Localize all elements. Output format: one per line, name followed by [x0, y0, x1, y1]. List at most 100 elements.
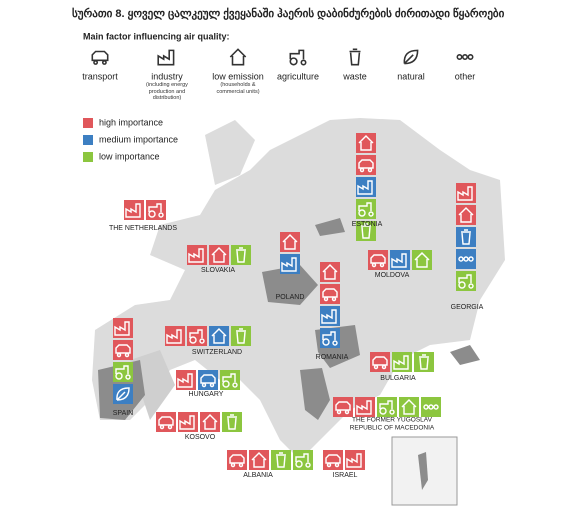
icon [403, 49, 419, 65]
icon-stroke [357, 180, 373, 195]
icon [322, 331, 338, 346]
balkans-shape [300, 368, 330, 420]
israel-shape [418, 452, 428, 490]
icon [457, 186, 473, 201]
icon [393, 355, 409, 370]
title: სურათი 8. ყოველ ცალკეულ ქვეყანაში ჰაერის… [72, 7, 505, 20]
icon-stroke [295, 460, 303, 468]
icon [189, 329, 205, 344]
icon [321, 309, 337, 324]
factor-label: other [455, 71, 476, 81]
icon-stroke [414, 251, 430, 268]
icon-stroke [334, 462, 340, 468]
icon-stroke [211, 327, 227, 344]
legend-swatch [83, 152, 93, 162]
icon [91, 50, 109, 65]
icon [358, 159, 374, 173]
legend-label: low importance [99, 151, 160, 161]
icon [116, 387, 130, 401]
legend-label: medium importance [99, 134, 178, 144]
country-label: POLAND [276, 294, 305, 301]
estonia-shape [315, 218, 345, 236]
icon-stroke [368, 211, 374, 217]
icon [335, 401, 351, 415]
icon-stroke [322, 338, 330, 346]
icon [115, 365, 131, 380]
icon [125, 203, 141, 218]
icon [423, 404, 439, 410]
icon-stroke [229, 48, 247, 66]
icon-stroke [101, 60, 107, 65]
icon-stroke [158, 212, 164, 218]
icon-stroke [389, 409, 395, 415]
icon-stroke [335, 401, 351, 411]
icon [358, 134, 374, 151]
icon-stroke [379, 400, 393, 409]
icon-stroke [458, 206, 474, 223]
icon-stroke [463, 256, 469, 262]
icon-stroke [282, 233, 298, 250]
icon-stroke [423, 404, 429, 410]
icon [236, 247, 246, 263]
icon-stroke [358, 159, 374, 169]
legend-label: high importance [99, 117, 163, 127]
icon-stroke [321, 309, 337, 324]
icon-stroke [227, 414, 237, 430]
icon [391, 253, 407, 268]
factor-tile [456, 249, 476, 269]
icon-stroke [232, 382, 238, 388]
icon-stroke [236, 247, 246, 263]
icon-stroke [461, 229, 471, 245]
factor-label: low emission [212, 71, 264, 81]
icon-stroke [114, 321, 130, 336]
icon-stroke [456, 54, 463, 60]
icon-stroke [289, 57, 298, 66]
icon-stroke [157, 49, 175, 66]
country-label: HUNGARY [189, 391, 224, 398]
icon [158, 416, 174, 430]
icon [458, 256, 474, 262]
icon-stroke [457, 186, 473, 201]
icon [414, 251, 430, 268]
icon [236, 328, 246, 344]
icon [114, 321, 130, 336]
georgia-shape [450, 345, 480, 365]
icon-stroke [188, 248, 204, 263]
factor-label: industry [151, 71, 183, 81]
icon [322, 263, 338, 280]
icon-stroke [322, 263, 338, 280]
icon-stroke [281, 257, 297, 272]
factors-heading: Main factor influencing air quality: [83, 31, 230, 41]
icon-stroke [379, 262, 385, 268]
icon-stroke [189, 329, 203, 338]
icon-stroke [300, 59, 307, 66]
icon-stroke [326, 462, 332, 468]
factor-label: agriculture [277, 71, 319, 81]
icon-stroke [370, 254, 386, 264]
country-label: ROMANIA [316, 354, 349, 361]
icon-stroke [125, 203, 141, 218]
country-label: ISRAEL [333, 472, 358, 479]
icon [229, 454, 245, 468]
icon [458, 274, 474, 289]
icon-stroke [393, 355, 409, 370]
icon [177, 373, 193, 388]
icon-stroke [325, 454, 341, 464]
land [130, 350, 175, 420]
icon-stroke [159, 424, 165, 430]
factor-note: (including energy production and distrib… [146, 82, 188, 101]
icon [229, 48, 247, 66]
country-label: MOLDOVA [375, 272, 410, 279]
icon [166, 329, 182, 344]
icon-stroke [289, 49, 305, 60]
scandinavia [205, 120, 255, 185]
country-label: GEORGIA [451, 304, 484, 311]
icon [222, 373, 238, 388]
icon-stroke [166, 329, 182, 344]
icon [200, 374, 216, 388]
country-label: ESTONIA [352, 221, 383, 228]
icon-stroke [373, 364, 379, 370]
icon-stroke [358, 209, 366, 217]
icon-stroke [331, 296, 337, 302]
icon-stroke [358, 202, 372, 211]
